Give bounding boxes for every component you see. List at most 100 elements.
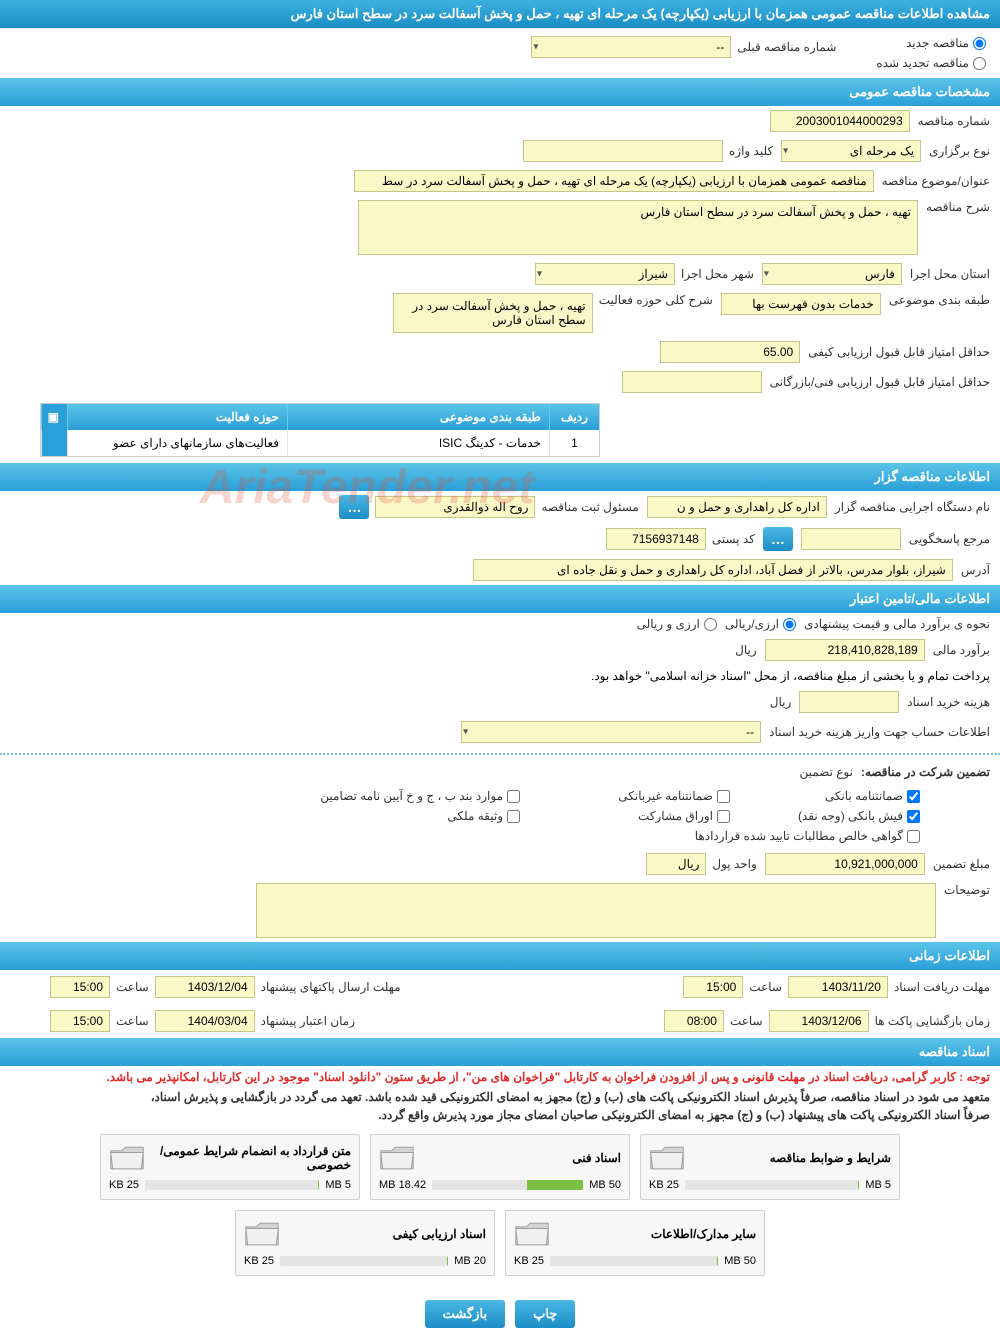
guarantee-label: تضمین شرکت در مناقصه: — [861, 765, 990, 779]
more-button[interactable]: … — [763, 527, 793, 551]
response-label: مرجع پاسخگویی — [909, 532, 990, 546]
doc-deadline-label: مهلت دریافت اسناد — [894, 980, 990, 994]
doc-title: سایر مدارک/اطلاعات — [558, 1227, 756, 1241]
radio-currency[interactable]: ارزی و ریالی — [637, 617, 717, 631]
chk-property[interactable]: وثیقه ملکی — [340, 809, 520, 823]
doc-cost-field — [799, 691, 899, 713]
chk-shares[interactable]: اوراق مشارکت — [550, 809, 730, 823]
notice-black2: صرفاً اسناد الکترونیکی پاکت های پیشنهاد … — [0, 1106, 1000, 1124]
doc-title: متن قرارداد به انضمام شرایط عمومی/خصوصی — [153, 1144, 351, 1172]
currency-unit-field: ریال — [646, 853, 706, 875]
unit-rial: ریال — [735, 643, 757, 657]
open-date: 1403/12/06 — [769, 1010, 869, 1032]
folder-icon — [514, 1219, 550, 1249]
guarantee-amount-label: مبلغ تضمین — [933, 857, 990, 871]
guarantee-amount-field: 10,921,000,000 — [765, 853, 925, 875]
doc-deadline-time: 15:00 — [683, 976, 743, 998]
doc-total: 20 MB — [454, 1255, 486, 1267]
doc-grid: شرایط و ضوابط مناقصه5 MB25 KBاسناد فنی50… — [0, 1124, 1000, 1286]
keyword-label: کلید واژه — [729, 144, 773, 158]
chk-bank-slip[interactable]: فیش بانکی (وجه نقد) — [760, 809, 920, 823]
city-label: شهر محل اجرا — [681, 267, 754, 281]
doc-card[interactable]: اسناد فنی50 MB18.42 MB — [370, 1134, 630, 1200]
doc-total: 50 MB — [589, 1179, 621, 1191]
desc-field: تهیه ، حمل و پخش آسفالت سرد در سطح استان… — [358, 200, 918, 255]
proposal-time: 15:00 — [50, 976, 110, 998]
province-label: استان محل اجرا — [910, 267, 990, 281]
validity-label: زمان اعتبار پیشنهاد — [261, 1014, 355, 1028]
doc-total: 5 MB — [325, 1179, 351, 1191]
account-select[interactable]: -- — [461, 721, 761, 743]
notes-field[interactable] — [256, 883, 936, 938]
doc-used: 25 KB — [649, 1179, 679, 1191]
notice-black1: متعهد می شود در اسناد مناقصه، صرفاً پذیر… — [0, 1088, 1000, 1106]
print-button[interactable]: چاپ — [515, 1300, 575, 1328]
proposal-date: 1403/12/04 — [155, 976, 255, 998]
prev-number-label: شماره مناقصه قبلی — [737, 40, 836, 54]
progress-bar — [145, 1180, 319, 1190]
validity-date: 1404/03/04 — [155, 1010, 255, 1032]
postal-label: کد پستی — [712, 532, 755, 546]
radio-new-tender[interactable]: مناقصه جدید — [876, 36, 986, 50]
chk-bank-g[interactable]: ضمانتنامه بانکی — [760, 789, 920, 803]
radio-renewed-tender[interactable]: مناقصه تجدید شده — [876, 56, 986, 70]
subject-field: مناقصه عمومی همزمان با ارزیابی (یکپارچه)… — [354, 170, 874, 192]
doc-used: 18.42 MB — [379, 1179, 426, 1191]
postal-field: 7156937148 — [606, 528, 706, 550]
time-label: ساعت — [116, 1014, 149, 1028]
time-label: ساعت — [116, 980, 149, 994]
doc-used: 25 KB — [514, 1255, 544, 1267]
progress-bar — [550, 1256, 718, 1266]
keyword-field[interactable] — [523, 140, 723, 162]
scope-label: شرح کلی حوزه فعالیت — [599, 293, 713, 307]
doc-card[interactable]: متن قرارداد به انضمام شرایط عمومی/خصوصی 5… — [100, 1134, 360, 1200]
doc-title: شرایط و ضوابط مناقصه — [693, 1151, 891, 1165]
open-time: 08:00 — [664, 1010, 724, 1032]
doc-card[interactable]: سایر مدارک/اطلاعات 50 MB 25 KB — [505, 1210, 765, 1276]
doc-card[interactable]: اسناد ارزیابی کیفی20 MB25 KB — [235, 1210, 495, 1276]
holding-type-label: نوع برگزاری — [929, 144, 990, 158]
doc-deadline-date: 1403/11/20 — [788, 976, 888, 998]
time-label: ساعت — [749, 980, 782, 994]
province-select[interactable]: فارس — [762, 263, 902, 285]
validity-time: 15:00 — [50, 1010, 110, 1032]
guarantee-checkboxes: ضمانتنامه بانکی ضمانتنامه غیربانکی موارد… — [0, 783, 930, 849]
chk-nonbank-g[interactable]: ضمانتنامه غیربانکی — [550, 789, 730, 803]
guarantee-type-label: نوع تضمین — [799, 765, 852, 779]
folder-icon — [109, 1143, 145, 1173]
address-field: شیراز، بلوار مدرس، بالاتر از فضل آباد، ا… — [473, 559, 953, 581]
chk-bond-note[interactable]: موارد بند ب ، ج و خ آیین نامه تضامین — [340, 789, 520, 803]
progress-bar — [432, 1180, 583, 1190]
prev-number-select[interactable]: -- — [531, 36, 731, 58]
unit-rial: ریال — [770, 695, 792, 709]
radio-rial[interactable]: ارزی/ریالی — [725, 617, 796, 631]
proposal-label: مهلت ارسال پاکتهای پیشنهاد — [261, 980, 401, 994]
collapse-icon[interactable]: ▣ — [41, 404, 67, 430]
currency-unit-label: واحد پول — [712, 857, 756, 871]
city-select[interactable]: شیراز — [535, 263, 675, 285]
chk-receivables[interactable]: گواهی خالص مطالبات تایید شده قراردادها — [340, 829, 920, 843]
doc-total: 50 MB — [724, 1255, 756, 1267]
doc-card[interactable]: شرایط و ضوابط مناقصه5 MB25 KB — [640, 1134, 900, 1200]
doc-cost-label: هزینه خرید اسناد — [907, 695, 990, 709]
min-tech-label: حداقل امتیاز قابل قبول ارزیابی فنی/بازرگ… — [770, 375, 990, 389]
table-row: 1 خدمات - کدینگ ISIC فعالیت‌های سازمانها… — [41, 430, 599, 456]
chevron-down-icon: ▾ — [463, 727, 468, 738]
holding-type-select[interactable]: یک مرحله ای — [781, 140, 921, 162]
progress-bar — [280, 1256, 448, 1266]
section-org: اطلاعات مناقصه گزار — [0, 463, 1000, 491]
org-name-field: اداره کل راهداری و حمل و ن — [647, 496, 827, 518]
estimate-type-label: نحوه ی برآورد مالی و قیمت پیشنهادی — [804, 617, 990, 631]
treasury-note: پرداخت تمام و یا بخشی از مبلغ مناقصه، از… — [591, 669, 990, 683]
registrar-label: مسئول ثبت مناقصه — [541, 500, 638, 514]
subject-label: عنوان/موضوع مناقصه — [882, 174, 990, 188]
folder-icon — [244, 1219, 280, 1249]
org-name-label: نام دستگاه اجرایی مناقصه گزار — [835, 500, 990, 514]
th-cat: طبقه بندی موضوعی — [287, 404, 549, 430]
folder-icon — [649, 1143, 685, 1173]
chevron-down-icon: ▾ — [533, 42, 538, 53]
back-button[interactable]: بازگشت — [425, 1300, 505, 1328]
more-button[interactable]: … — [339, 495, 369, 519]
section-docs: اسناد مناقصه — [0, 1038, 1000, 1066]
section-fin: اطلاعات مالی/تامین اعتبار — [0, 585, 1000, 613]
